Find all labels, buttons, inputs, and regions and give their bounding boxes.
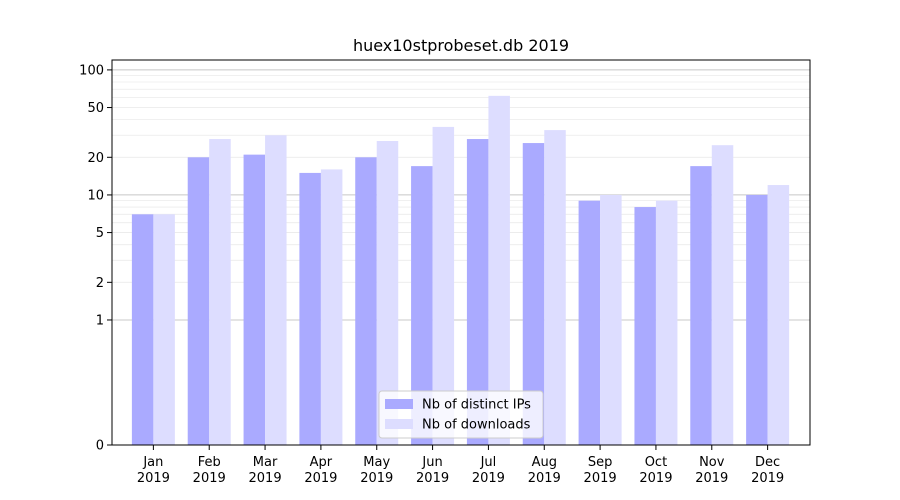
x-tick-label-year: 2019 [360, 471, 393, 486]
x-tick-label-month: Nov [699, 455, 725, 470]
bar-downloads [488, 95, 510, 446]
x-tick-label-year: 2019 [472, 471, 505, 486]
x-tick-label-month: Dec [755, 455, 780, 470]
legend-swatch-downloads [385, 419, 413, 429]
bar-distinct-ips [243, 154, 266, 446]
y-tick-label: 2 [96, 276, 104, 291]
legend-label-downloads: Nb of downloads [422, 418, 531, 433]
x-tick-label-month: Oct [645, 455, 667, 470]
x-tick-label-month: Jan [142, 455, 163, 470]
bar-downloads [432, 126, 455, 446]
x-tick-label-year: 2019 [584, 471, 617, 486]
bar-distinct-ips [690, 166, 712, 445]
y-tick-label: 100 [79, 63, 104, 78]
y-tick-label: 50 [87, 101, 104, 116]
bar-distinct-ips [187, 157, 210, 445]
bar-downloads [767, 185, 790, 445]
bar-distinct-ips [355, 157, 377, 445]
x-tick-label-year: 2019 [304, 471, 337, 486]
y-tick-label: 20 [87, 151, 104, 166]
bar-distinct-ips [131, 214, 154, 445]
x-tick-label-month: Mar [253, 455, 278, 470]
legend-label-distinct-ips: Nb of distinct IPs [422, 398, 531, 413]
bar-distinct-ips [411, 166, 433, 445]
x-tick-label-month: Jun [421, 455, 442, 470]
chart-title: huex10stprobeset.db 2019 [353, 36, 569, 55]
legend-swatch-distinct-ips [385, 399, 413, 409]
bar-downloads [655, 200, 678, 445]
bar-distinct-ips [746, 194, 768, 445]
x-tick-label-year: 2019 [695, 471, 728, 486]
y-tick-label: 1 [96, 313, 104, 328]
x-tick-label-month: Aug [532, 455, 557, 470]
bar-downloads [711, 145, 734, 445]
x-tick-label-month: Sep [588, 455, 613, 470]
bar-distinct-ips [466, 139, 489, 445]
bar-downloads [600, 194, 622, 445]
x-tick-label-month: Feb [198, 455, 221, 470]
y-tick-label: 5 [96, 226, 104, 241]
x-tick-label-year: 2019 [528, 471, 561, 486]
x-tick-label-month: May [363, 455, 390, 470]
x-tick-label-year: 2019 [193, 471, 226, 486]
y-tick-label: 0 [96, 439, 104, 454]
y-axis: 0 1 2 5 10 20 50 100 [79, 63, 112, 454]
plot-area-frame [111, 59, 811, 446]
bar-downloads [153, 214, 175, 445]
bars-layer [131, 95, 790, 446]
legend: Nb of distinct IPs Nb of downloads [378, 390, 544, 439]
x-tick-label-year: 2019 [137, 471, 170, 486]
x-tick-label-month: Apr [310, 455, 333, 470]
bar-downloads [209, 139, 231, 445]
bar-downloads [544, 130, 566, 445]
bar-distinct-ips [299, 172, 321, 445]
x-tick-label-year: 2019 [416, 471, 449, 486]
x-tick-label-year: 2019 [249, 471, 282, 486]
bar-downloads [376, 140, 399, 445]
bar-downloads [265, 135, 287, 445]
bar-downloads [320, 169, 343, 445]
x-tick-label-month: Jul [480, 455, 497, 470]
x-tick-label-year: 2019 [639, 471, 672, 486]
bar-distinct-ips [522, 143, 545, 445]
legend-box [378, 390, 544, 439]
bar-distinct-ips [634, 207, 656, 445]
bar-distinct-ips [578, 200, 601, 445]
x-axis: Jan2019Feb2019Mar2019Apr2019May2019Jun20… [137, 445, 784, 486]
y-tick-label: 10 [87, 188, 104, 203]
x-tick-label-year: 2019 [751, 471, 784, 486]
